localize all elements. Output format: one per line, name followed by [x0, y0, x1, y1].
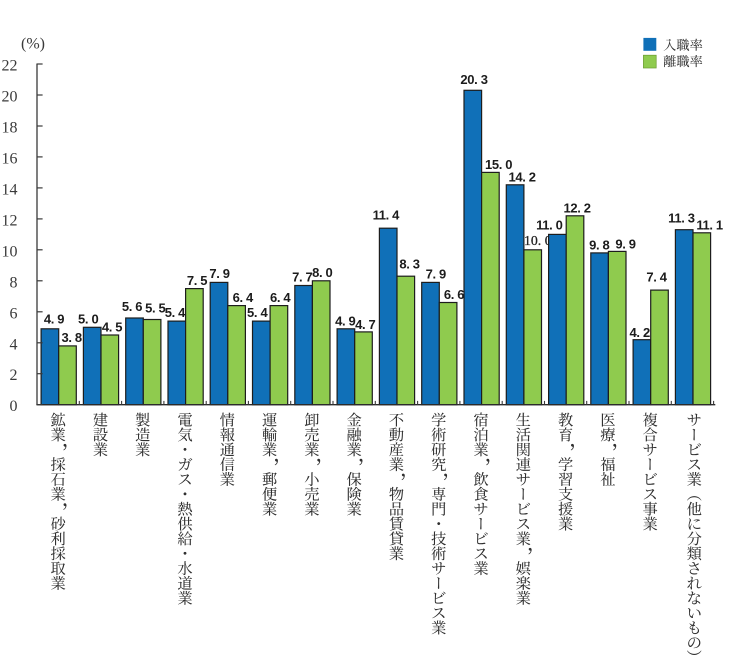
svg-text:4. 5: 4. 5 — [102, 320, 122, 335]
svg-text:5. 4: 5. 4 — [247, 305, 268, 320]
svg-text:16: 16 — [2, 150, 18, 167]
svg-text:6. 4: 6. 4 — [233, 290, 254, 305]
svg-text:12: 12 — [2, 212, 18, 229]
svg-text:5. 0: 5. 0 — [78, 312, 98, 327]
svg-text:8. 3: 8. 3 — [399, 257, 419, 272]
svg-text:9. 8: 9. 8 — [589, 238, 609, 253]
svg-text:8: 8 — [10, 274, 18, 291]
svg-text:6: 6 — [10, 305, 18, 322]
svg-text:11. 1: 11. 1 — [696, 218, 723, 233]
svg-text:7. 4: 7. 4 — [646, 270, 667, 285]
svg-text:10. 0: 10. 0 — [524, 233, 552, 248]
svg-text:3. 8: 3. 8 — [61, 330, 81, 345]
svg-text:0: 0 — [10, 398, 18, 415]
svg-text:4. 9: 4. 9 — [44, 312, 64, 327]
svg-text:7. 9: 7. 9 — [209, 266, 229, 281]
svg-text:8. 0: 8. 0 — [312, 265, 332, 280]
svg-text:4. 2: 4. 2 — [630, 325, 650, 340]
svg-text:7. 7: 7. 7 — [292, 270, 312, 285]
svg-text:9. 9: 9. 9 — [615, 237, 635, 252]
svg-text:22: 22 — [2, 58, 18, 75]
svg-text:5. 6: 5. 6 — [122, 299, 142, 314]
svg-text:6. 6: 6. 6 — [444, 287, 464, 302]
svg-text:14: 14 — [2, 181, 18, 198]
svg-text:4: 4 — [10, 336, 18, 353]
svg-text:11. 4: 11. 4 — [373, 208, 401, 223]
svg-text:14. 2: 14. 2 — [509, 170, 536, 185]
svg-text:15. 0: 15. 0 — [485, 157, 512, 172]
svg-text:7. 9: 7. 9 — [426, 267, 446, 282]
svg-text:11. 3: 11. 3 — [668, 211, 695, 226]
svg-text:20. 3: 20. 3 — [460, 72, 487, 87]
svg-text:(%): (%) — [21, 36, 45, 53]
svg-text:5. 5: 5. 5 — [145, 301, 165, 316]
svg-text:12. 2: 12. 2 — [564, 201, 591, 216]
svg-text:6. 4: 6. 4 — [270, 290, 291, 305]
svg-text:11. 0: 11. 0 — [536, 218, 563, 233]
svg-text:5. 4: 5. 4 — [165, 305, 186, 320]
svg-text:10: 10 — [2, 243, 18, 260]
svg-text:2: 2 — [10, 367, 18, 384]
svg-text:20: 20 — [2, 89, 18, 106]
svg-text:18: 18 — [2, 120, 18, 137]
svg-text:4. 7: 4. 7 — [355, 317, 375, 332]
svg-text:7. 5: 7. 5 — [187, 273, 207, 288]
svg-text:4. 9: 4. 9 — [335, 314, 355, 329]
